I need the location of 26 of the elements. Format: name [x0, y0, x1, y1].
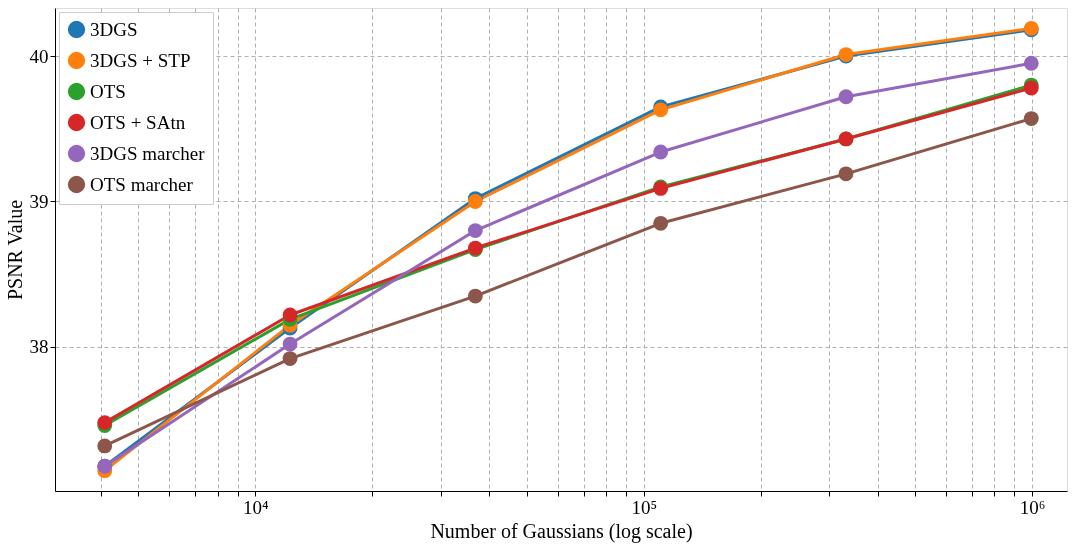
legend-label: 3DGS + STP	[90, 49, 191, 71]
point	[467, 288, 483, 304]
y-tick-label: 39	[29, 190, 49, 212]
legend-label: 3DGS marcher	[90, 142, 206, 164]
point	[282, 307, 298, 323]
point	[97, 438, 113, 454]
x-tick-label: 10⁴	[242, 496, 269, 518]
point	[653, 215, 669, 231]
legend-label: OTS + SAtn	[90, 111, 186, 133]
x-tick-label: 10⁵	[631, 496, 657, 518]
y-tick-label: 38	[29, 336, 49, 358]
x-tick-label: 10⁶	[1019, 496, 1046, 518]
point	[1023, 55, 1039, 71]
point	[282, 351, 298, 367]
x-axis-title: Number of Gaussians (log scale)	[430, 519, 693, 543]
legend-label: 3DGS	[90, 18, 138, 40]
point	[467, 223, 483, 238]
y-axis-title: PSNR Value	[3, 199, 26, 301]
point	[282, 336, 298, 352]
legend-label: OTS	[90, 80, 126, 102]
point	[838, 89, 854, 105]
legend-label: OTS marcher	[90, 173, 194, 195]
point	[1023, 111, 1039, 126]
y-tick-label: 40	[29, 45, 49, 67]
point	[838, 166, 854, 182]
point	[653, 144, 669, 160]
